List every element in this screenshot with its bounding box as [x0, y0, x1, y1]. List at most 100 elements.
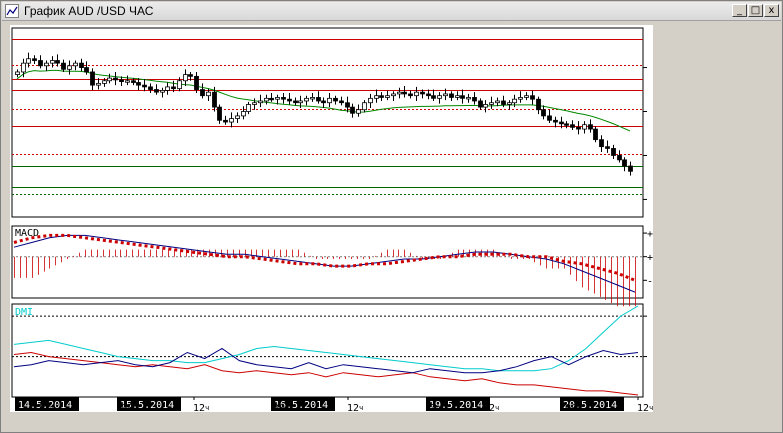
candle [379, 95, 384, 98]
candle [281, 97, 286, 100]
candle [96, 82, 101, 86]
candle [258, 100, 263, 104]
candle [148, 86, 153, 90]
candle [362, 102, 367, 111]
candle [588, 124, 593, 130]
candle [113, 77, 118, 81]
hour-label: 12ч [37, 403, 53, 412]
candle [304, 97, 309, 102]
candle [327, 97, 332, 104]
candle [391, 93, 396, 97]
candle [547, 115, 552, 121]
candle [350, 106, 355, 114]
macd-tick-label: + 0.000 [647, 253, 653, 264]
hour-unit: ч [649, 404, 653, 412]
candle [217, 106, 222, 121]
candle [507, 102, 512, 105]
hour-label: 12ч [637, 403, 653, 412]
candle [44, 62, 49, 67]
candle [628, 165, 633, 172]
candle [90, 71, 95, 86]
candle [84, 67, 89, 73]
candle [460, 95, 465, 99]
date-label: 19.5.2014 [429, 400, 483, 411]
macd-tick-label: - 0.001 [647, 276, 653, 287]
candle [293, 100, 298, 104]
candle [570, 124, 575, 128]
window-title: График AUD /USD ЧАС [24, 4, 154, 18]
candle [246, 104, 251, 112]
candle [15, 71, 20, 75]
candle [593, 128, 598, 141]
macd-panel-frame [11, 225, 644, 299]
hour-unit: ч [359, 404, 363, 412]
candle [345, 102, 350, 108]
candle [339, 100, 344, 104]
candle [235, 115, 240, 119]
hour-label: 12ч [193, 403, 209, 412]
dmi-plus-line [13, 347, 639, 374]
candle [241, 111, 246, 117]
candle [61, 62, 66, 70]
candle [275, 97, 280, 100]
hour-label: 00ч [121, 403, 137, 412]
candle [368, 97, 373, 104]
dmi-minus-line [13, 351, 639, 396]
hour-label: 3ч [430, 403, 440, 412]
dmi-adx-line [13, 305, 639, 372]
candle [171, 86, 176, 90]
close-button[interactable]: x [764, 4, 779, 17]
candle [402, 91, 407, 95]
candle [200, 89, 205, 97]
candle [420, 91, 425, 95]
candle [518, 97, 523, 100]
candle [605, 146, 610, 149]
candle [576, 126, 581, 130]
candle [541, 109, 546, 117]
candle [530, 95, 535, 100]
hour-label: 12ч [483, 403, 499, 412]
candle [431, 95, 436, 99]
candle [466, 97, 471, 100]
candle [385, 95, 390, 98]
candle [298, 100, 303, 104]
candle [443, 93, 448, 97]
candle [177, 80, 182, 90]
candle [223, 119, 228, 123]
restore-button[interactable]: □ [748, 4, 763, 17]
candle [559, 121, 564, 125]
candle [102, 80, 107, 84]
candle [79, 62, 84, 68]
candle [617, 155, 622, 161]
candle [287, 98, 292, 102]
date-label: 16.5.2014 [274, 400, 328, 411]
candle [229, 118, 234, 123]
candle [455, 95, 460, 98]
price-panel-frame [11, 27, 644, 218]
title-bar[interactable]: График AUD /USD ЧАС _ □ x [2, 2, 781, 21]
minimize-button[interactable]: _ [732, 4, 747, 17]
hour-unit: ч [205, 404, 209, 412]
candle [356, 109, 361, 114]
candle [125, 80, 130, 83]
chart-area[interactable]: 0.94000.93500.93000.92500.9282MACD+ 0.00… [10, 25, 653, 412]
candle [495, 100, 500, 104]
candle [21, 62, 26, 73]
candle [408, 93, 413, 97]
candle [206, 91, 211, 97]
macd-tick-label: + 0.001 [647, 229, 653, 240]
hour-unit: ч [495, 404, 499, 412]
dmi-panel-frame [11, 303, 644, 398]
macd-label: MACD [15, 228, 39, 239]
hour-unit: ч [133, 404, 137, 412]
date-label-box [15, 397, 79, 411]
hour-label: 00ч [273, 403, 289, 412]
date-label-box [426, 397, 490, 411]
candle [599, 139, 604, 148]
candle [38, 60, 43, 67]
candle [131, 80, 136, 83]
candle [252, 102, 257, 105]
candle [512, 98, 517, 104]
candle [449, 93, 454, 98]
